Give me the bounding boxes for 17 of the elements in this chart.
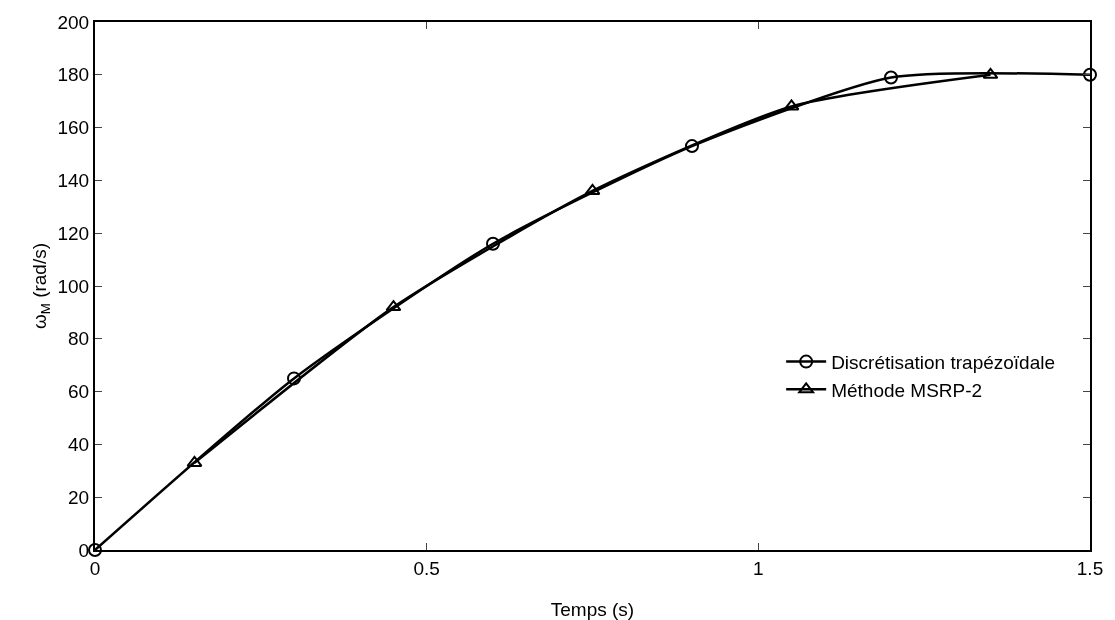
y-tick-label: 100: [57, 275, 90, 297]
y-tick-label: 180: [57, 64, 90, 86]
y-tick-label: 120: [57, 222, 90, 244]
y-tick-label: 140: [57, 170, 90, 192]
x-axis-title: Temps (s): [550, 599, 635, 620]
legend-label: Discrétisation trapézoïdale: [831, 352, 1056, 374]
y-tick-label: 200: [57, 11, 90, 33]
y-tick-label: 40: [68, 434, 90, 456]
y-tick-label: 80: [68, 328, 90, 350]
y-tick-label: 60: [68, 381, 90, 403]
y-tick-label: 0: [78, 539, 90, 561]
y-tick-label: 160: [57, 117, 90, 139]
legend-label: Méthode MSRP-2: [831, 379, 983, 401]
y-tick-label: 20: [68, 486, 90, 508]
x-tick-label: 0.5: [413, 557, 440, 579]
x-tick-label: 1: [753, 557, 764, 579]
x-tick-label: 1.5: [1076, 557, 1104, 579]
